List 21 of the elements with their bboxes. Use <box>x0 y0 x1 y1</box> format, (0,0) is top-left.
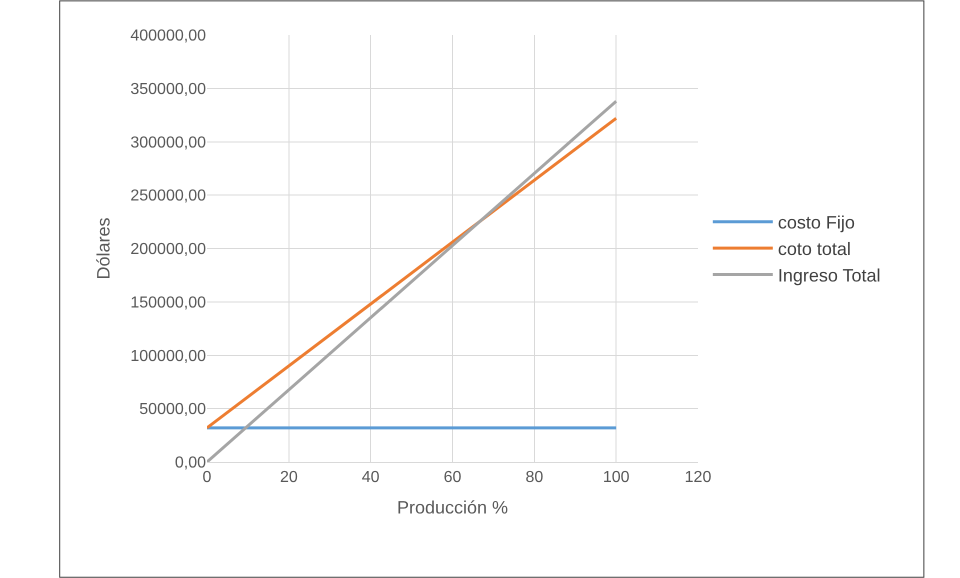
legend-label: coto total <box>778 239 851 260</box>
y-axis-title: Dólares <box>94 217 114 280</box>
x-tick-label: 40 <box>362 469 380 486</box>
x-tick-label: 60 <box>444 469 462 486</box>
x-tick-label: 20 <box>280 469 298 486</box>
y-tick-label: 350000,00 <box>130 80 206 98</box>
x-tick-label: 80 <box>525 469 544 486</box>
x-tick-label: 100 <box>602 469 630 486</box>
y-tick-label: 150000,00 <box>130 294 206 312</box>
y-tick-label: 0,00 <box>174 454 206 472</box>
y-tick-label: 250000,00 <box>130 188 206 205</box>
y-tick-label: 300000,00 <box>130 134 206 152</box>
x-tick-label: 120 <box>684 469 712 486</box>
legend-label: Ingreso Total <box>778 266 881 286</box>
y-tick-label: 200000,00 <box>130 241 206 258</box>
y-tick-label: 400000,00 <box>130 28 206 45</box>
x-tick-label: 0 <box>202 469 212 486</box>
y-tick-label: 100000,00 <box>130 348 206 365</box>
x-axis-title: Producción % <box>396 497 508 518</box>
y-tick-label: 50000,00 <box>139 401 206 418</box>
legend-label: costo Fijo <box>778 212 855 233</box>
